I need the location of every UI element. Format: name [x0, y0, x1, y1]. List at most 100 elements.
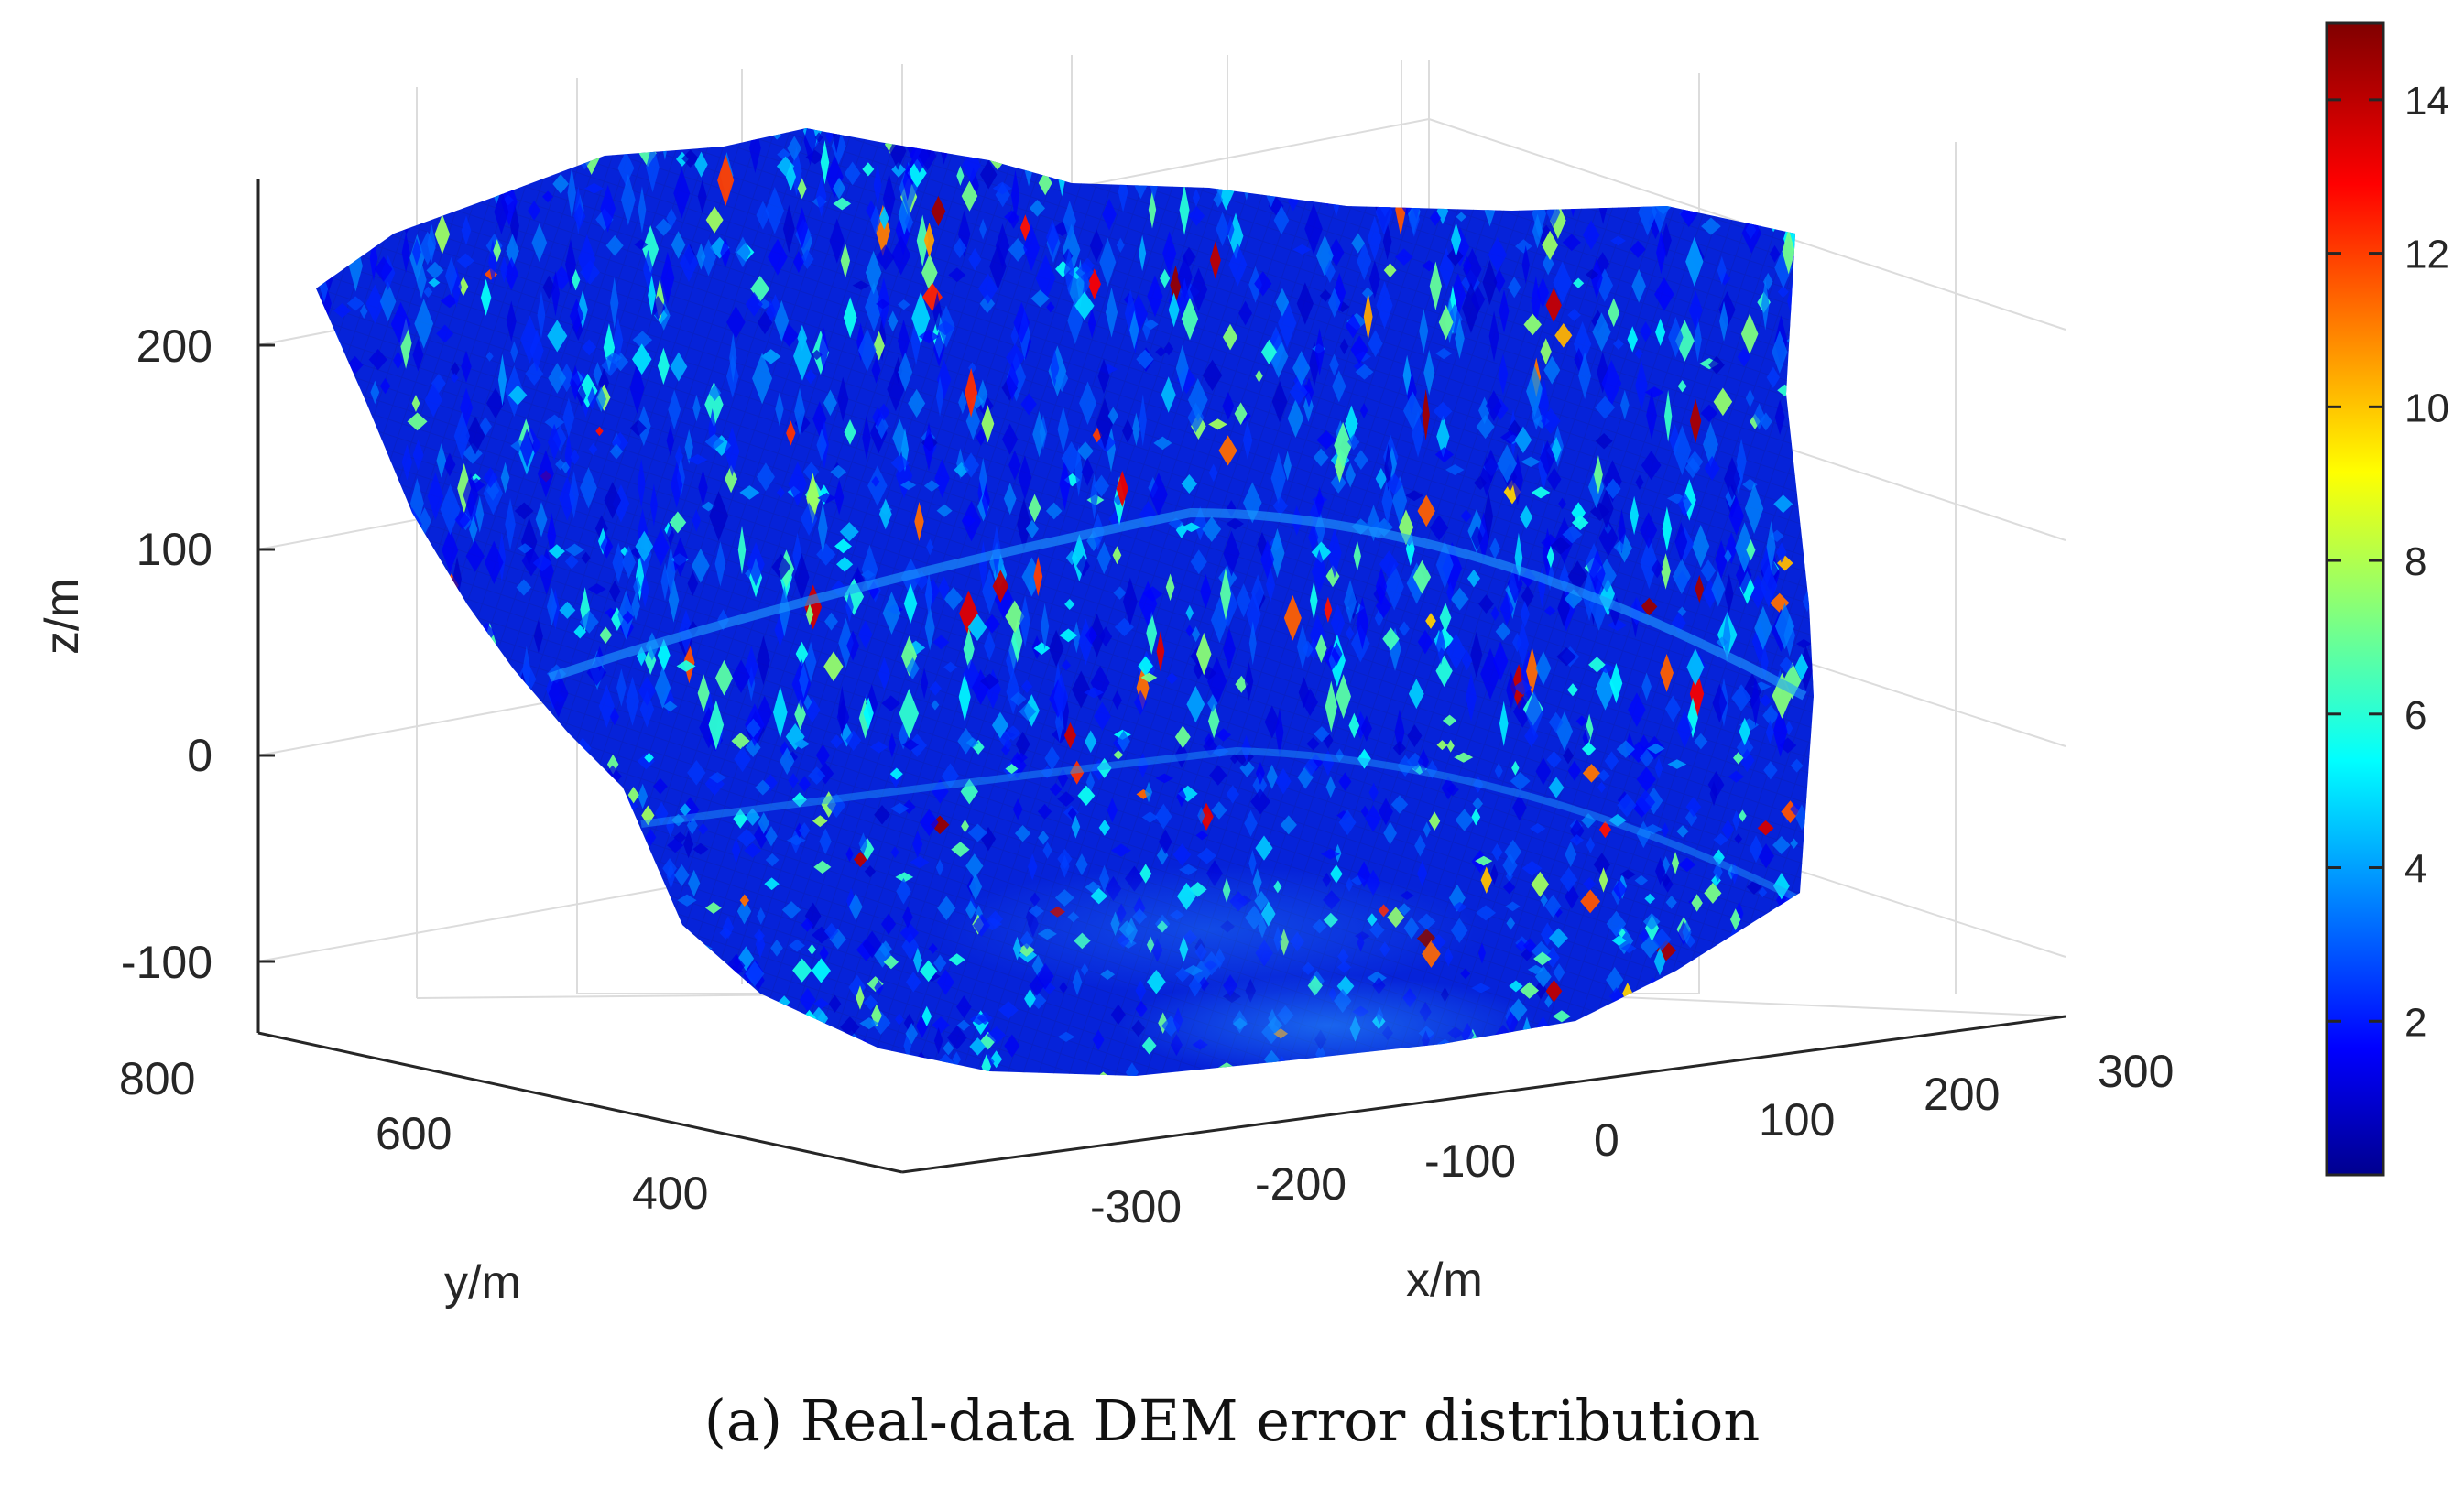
- error-cell: [1216, 128, 1227, 148]
- error-cell: [698, 469, 708, 506]
- error-cell: [1708, 132, 1728, 171]
- error-cell: [772, 130, 781, 140]
- error-cell: [1399, 621, 1410, 636]
- error-cell: [1264, 128, 1283, 136]
- error-cell: [1019, 595, 1030, 647]
- error-cell: [1594, 455, 1603, 494]
- colorbar-tick-label: 12: [2404, 233, 2449, 277]
- error-cell: [669, 511, 687, 534]
- error-cell: [329, 574, 348, 610]
- error-cell: [582, 339, 597, 356]
- error-cell: [634, 239, 649, 250]
- error-cell: [570, 364, 582, 401]
- error-cell: [1344, 580, 1357, 624]
- error-cell: [542, 190, 554, 203]
- error-cell: [1125, 1062, 1139, 1076]
- error-cell: [1640, 512, 1658, 549]
- error-cell: [595, 386, 606, 412]
- error-cell: [1433, 401, 1453, 421]
- error-cell: [1383, 821, 1397, 845]
- error-cell: [963, 628, 975, 670]
- error-cell: [385, 590, 393, 636]
- error-cell: [1641, 128, 1655, 149]
- error-cell: [1635, 474, 1644, 490]
- error-cell: [675, 1059, 687, 1071]
- error-cell: [1316, 429, 1336, 450]
- error-cell: [1176, 787, 1187, 808]
- error-cell: [1280, 815, 1297, 835]
- error-cell: [1711, 874, 1721, 887]
- error-cell: [412, 1052, 433, 1069]
- error-cell: [835, 557, 854, 572]
- error-cell: [1631, 128, 1643, 149]
- error-cell: [316, 904, 320, 921]
- error-cell: [1456, 212, 1466, 222]
- error-cell: [1450, 587, 1469, 611]
- error-cell: [659, 968, 678, 986]
- error-cell: [340, 170, 354, 213]
- error-cell: [1017, 498, 1031, 551]
- error-cell: [400, 921, 419, 940]
- error-cell: [1357, 242, 1372, 281]
- error-cell: [1511, 760, 1520, 776]
- error-cell: [812, 998, 830, 1010]
- error-cell: [817, 502, 828, 554]
- error-cell: [411, 395, 420, 412]
- error-cell: [882, 592, 901, 635]
- error-cell: [426, 820, 438, 832]
- error-cell: [1532, 213, 1543, 249]
- error-cell: [530, 1059, 540, 1072]
- error-cell: [916, 1014, 929, 1038]
- error-cell: [942, 763, 959, 789]
- error-cell: [1762, 953, 1773, 977]
- error-cell: [923, 480, 940, 492]
- error-cell: [1303, 390, 1314, 422]
- error-cell: [1251, 574, 1265, 612]
- error-cell: [600, 534, 614, 559]
- error-cell: [423, 286, 433, 299]
- error-cell: [1766, 521, 1776, 573]
- error-cell: [737, 946, 755, 972]
- error-cell: [1087, 268, 1101, 299]
- error-cell: [1477, 511, 1490, 562]
- error-cell: [902, 162, 912, 201]
- error-cell: [573, 625, 587, 639]
- error-cell: [1800, 424, 1811, 449]
- error-cell: [478, 839, 495, 856]
- error-cell: [1323, 732, 1334, 749]
- error-cell: [1772, 705, 1788, 757]
- error-cell: [765, 853, 780, 867]
- error-cell: [905, 1023, 919, 1045]
- error-cell: [322, 572, 331, 590]
- error-cell: [965, 853, 984, 879]
- error-cell: [865, 250, 882, 295]
- error-cell: [895, 872, 914, 883]
- error-cell: [442, 527, 459, 573]
- error-cell: [948, 267, 966, 283]
- error-cell: [1661, 873, 1671, 888]
- error-cell: [1610, 183, 1627, 210]
- error-cell: [879, 206, 889, 230]
- error-cell: [555, 846, 570, 869]
- error-cell: [1203, 736, 1218, 756]
- error-cell: [483, 467, 498, 489]
- error-cell: [673, 168, 691, 219]
- error-cell: [465, 416, 485, 455]
- error-cell: [771, 553, 791, 581]
- error-cell: [654, 667, 671, 709]
- error-cell: [1634, 348, 1643, 359]
- error-cell: [365, 477, 378, 507]
- error-cell: [1250, 788, 1271, 815]
- error-cell: [756, 201, 770, 230]
- error-cell: [1014, 825, 1031, 842]
- error-cell: [1283, 595, 1302, 641]
- error-cell: [1804, 1016, 1814, 1027]
- error-cell: [1562, 234, 1581, 252]
- error-cell: [680, 964, 692, 988]
- error-cell: [1587, 465, 1605, 508]
- error-cell: [1112, 690, 1122, 711]
- error-cell: [510, 341, 518, 364]
- error-cell: [329, 974, 338, 1002]
- z-tick-label: 200: [136, 320, 213, 372]
